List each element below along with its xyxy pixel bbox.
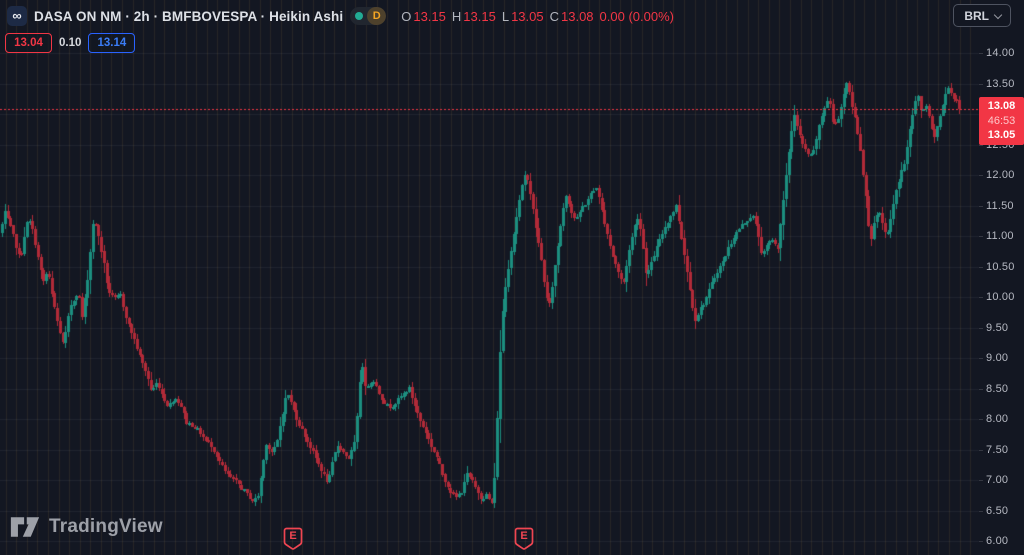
delayed-data-icon: D xyxy=(367,7,387,25)
axis-tick-mark xyxy=(979,388,983,390)
axis-price-label: 8.50 xyxy=(986,382,1009,395)
currency-selector-button[interactable]: BRL xyxy=(953,4,1011,27)
legend-row-main: ∞ DASA ON NM · 2h · BMFBOVESPA · Heikin … xyxy=(7,5,674,27)
axis-price-label: 9.50 xyxy=(986,321,1009,334)
open-key: O xyxy=(401,8,412,24)
earnings-shield-icon xyxy=(283,527,303,550)
market-status-badge[interactable]: D xyxy=(350,7,387,25)
bar-countdown: 46:53 xyxy=(987,114,1016,127)
axis-tick-mark xyxy=(979,53,983,54)
tradingview-wordmark: TradingView xyxy=(49,516,163,537)
axis-tick-mark xyxy=(979,541,983,542)
tradingview-icon xyxy=(10,517,40,537)
spread-value: 0.10 xyxy=(59,37,82,49)
low-value: 13.05 xyxy=(511,8,544,24)
axis-tick-mark xyxy=(979,449,983,451)
axis-price-label: 9.00 xyxy=(986,352,1009,364)
earnings-marker[interactable]: E xyxy=(281,527,305,552)
earnings-marker[interactable]: E xyxy=(512,527,536,552)
axis-price-label: 12.00 xyxy=(986,169,1015,181)
axis-price-label: 7.00 xyxy=(986,474,1009,486)
axis-tick-mark xyxy=(979,205,983,207)
axis-tick-mark xyxy=(979,480,983,481)
axis-price-label: 10.00 xyxy=(986,291,1015,303)
currency-label: BRL xyxy=(964,8,989,23)
axis-tick-mark xyxy=(979,358,983,359)
price-axis[interactable]: 13.08 46:53 13.05 14.0013.5013.0012.5012… xyxy=(979,0,1024,555)
axis-price-label: 13.50 xyxy=(986,77,1015,90)
low-key: L xyxy=(501,8,510,24)
axis-tick-mark xyxy=(979,510,983,512)
last-price-label: 13.08 46:53 13.05 xyxy=(979,97,1024,145)
symbol-legend: ∞ DASA ON NM · 2h · BMFBOVESPA · Heikin … xyxy=(5,5,674,53)
axis-price-label: 14.00 xyxy=(986,47,1015,59)
high-key: H xyxy=(451,8,462,24)
axis-tick-mark xyxy=(979,83,983,85)
symbol-logo-icon[interactable]: ∞ xyxy=(7,6,27,26)
axis-tick-mark xyxy=(979,175,983,176)
chevron-down-icon xyxy=(995,10,1002,17)
close-key: C xyxy=(549,8,559,24)
ohlc-readout: O 13.15 H 13.15 L 13.05 C 13.08 0.00 (0.00%) xyxy=(401,9,674,24)
axis-tick-mark xyxy=(979,327,983,329)
axis-price-label: 7.50 xyxy=(986,443,1009,456)
high-value: 13.15 xyxy=(463,8,496,24)
axis-tick-mark xyxy=(979,236,983,237)
change-value: 0.00 (0.00%) xyxy=(599,8,674,24)
symbol-title[interactable]: DASA ON NM · 2h · BMFBOVESPA · Heikin As… xyxy=(34,8,344,24)
close-value: 13.08 xyxy=(561,8,594,24)
tradingview-logo-link[interactable]: TradingView xyxy=(10,516,163,538)
axis-price-label: 11.50 xyxy=(986,199,1014,212)
axis-tick-mark xyxy=(979,419,983,420)
legend-row-bidask: 13.04 0.10 13.14 xyxy=(5,33,674,53)
secondary-price-value: 13.05 xyxy=(987,129,1016,141)
axis-price-label: 10.50 xyxy=(986,260,1015,273)
earnings-label: E xyxy=(520,530,528,542)
earnings-label: E xyxy=(289,530,297,542)
axis-price-label: 6.50 xyxy=(986,504,1009,517)
axis-price-label: 8.00 xyxy=(986,413,1009,425)
axis-price-label: 6.00 xyxy=(986,535,1009,547)
axis-tick-mark xyxy=(979,144,983,146)
last-price-value: 13.08 xyxy=(987,100,1016,112)
axis-tick-mark xyxy=(979,266,983,268)
candlestick-chart[interactable] xyxy=(0,0,980,555)
open-value: 13.15 xyxy=(413,8,446,24)
realtime-status-icon xyxy=(350,7,367,25)
axis-tick-mark xyxy=(979,297,983,298)
earnings-shield-icon xyxy=(514,527,534,550)
bid-price-button[interactable]: 13.04 xyxy=(5,33,52,53)
ask-price-button[interactable]: 13.14 xyxy=(88,33,136,53)
axis-price-label: 11.00 xyxy=(986,230,1014,242)
